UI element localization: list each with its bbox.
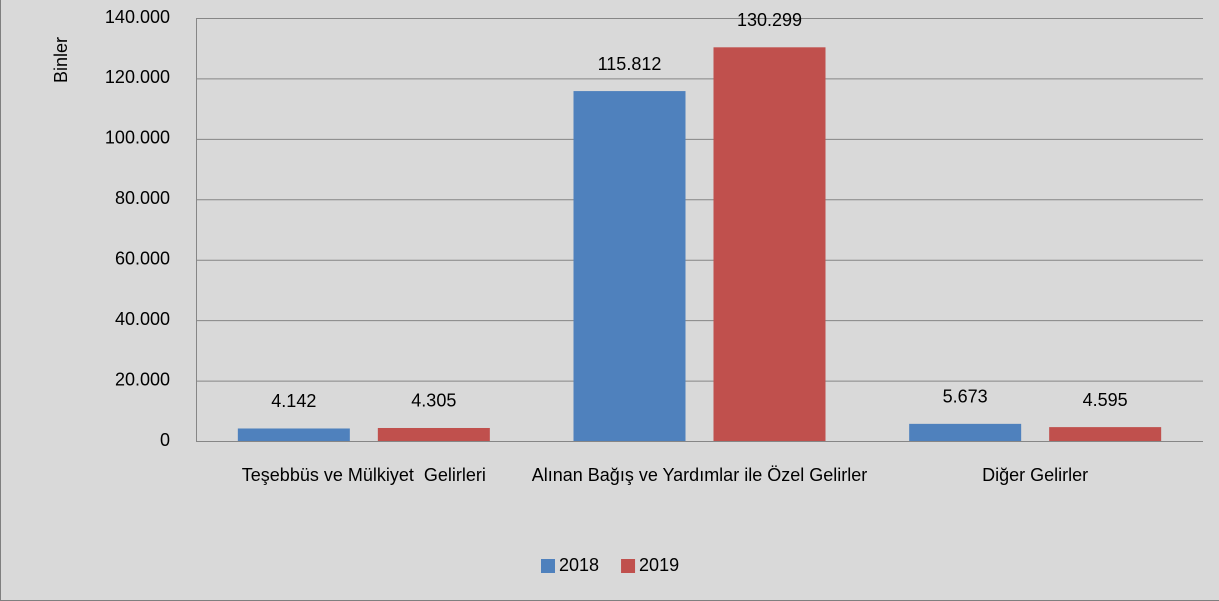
x-tick-label: Diğer Gelirler bbox=[982, 465, 1089, 485]
bar bbox=[573, 91, 686, 442]
legend-swatch bbox=[621, 559, 636, 573]
data-label: 4.142 bbox=[271, 391, 316, 411]
y-tick-label: 80.000 bbox=[115, 188, 170, 208]
bar bbox=[237, 428, 350, 441]
bar bbox=[377, 427, 490, 441]
y-tick-label: 40.000 bbox=[115, 309, 170, 329]
legend-label: 2019 bbox=[639, 555, 679, 575]
data-label: 5.673 bbox=[943, 387, 988, 407]
legend-swatch bbox=[541, 559, 555, 573]
y-tick-label: 120.000 bbox=[105, 67, 170, 87]
data-label: 115.812 bbox=[598, 54, 662, 74]
y-tick-label: 140.000 bbox=[105, 7, 170, 27]
data-label: 4.595 bbox=[1083, 390, 1128, 410]
bar bbox=[909, 423, 1022, 441]
x-tick-label: Alınan Bağış ve Yardımlar ile Özel Gelir… bbox=[531, 465, 868, 485]
data-label: 4.305 bbox=[411, 391, 456, 411]
y-tick-label: 20.000 bbox=[115, 369, 170, 389]
bar bbox=[713, 47, 826, 441]
legend-label: 2018 bbox=[559, 555, 599, 575]
y-axis-label: Binler bbox=[51, 37, 71, 83]
y-tick-label: 0 bbox=[160, 430, 170, 450]
y-tick-label: 60.000 bbox=[115, 248, 170, 268]
x-tick-label: Teşebbüs ve Mülkiyet Gelirleri bbox=[241, 465, 486, 485]
bar bbox=[1049, 427, 1162, 441]
data-label: 130.299 bbox=[737, 10, 802, 30]
y-tick-label: 100.000 bbox=[105, 128, 170, 148]
